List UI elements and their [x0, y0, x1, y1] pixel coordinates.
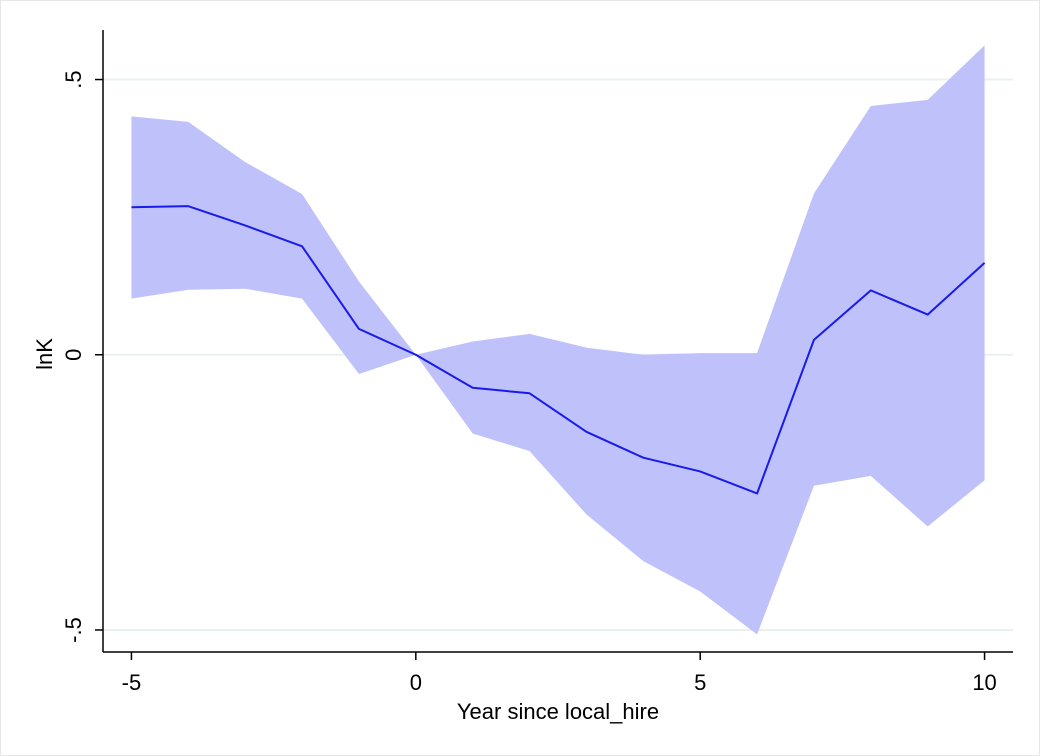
tick-labels: -5 0 5 10 -.5 0 .5: [61, 70, 997, 695]
confidence-band: [131, 45, 985, 635]
y-tick-label-2: .5: [61, 70, 86, 88]
x-tick-label-3: 10: [972, 670, 996, 695]
axes: [95, 30, 1013, 660]
x-tick-label-1: 0: [410, 670, 422, 695]
x-tick-label-0: -5: [122, 670, 142, 695]
series-line-layer: [131, 205, 986, 495]
x-tick-label-2: 5: [694, 670, 706, 695]
x-axis-title: Year since local_hire: [457, 699, 659, 724]
y-axis-title: lnK: [32, 338, 57, 370]
series-line: [131, 205, 986, 495]
y-tick-label-0: -.5: [61, 617, 86, 643]
confidence-band-layer: [131, 45, 985, 635]
y-tick-label-1: 0: [61, 349, 86, 361]
